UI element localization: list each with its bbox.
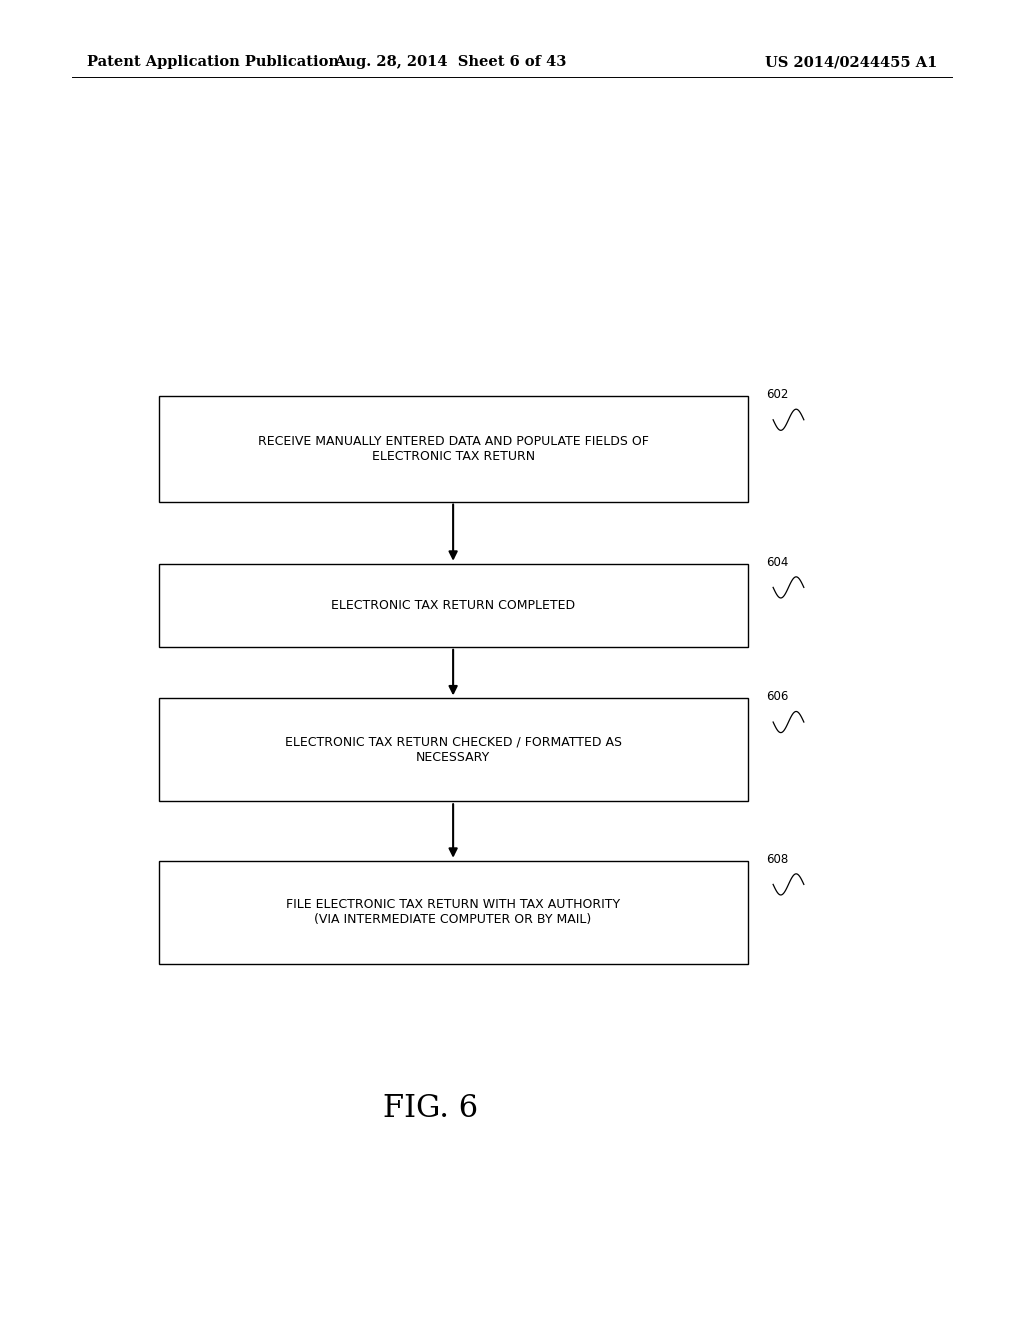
- Text: US 2014/0244455 A1: US 2014/0244455 A1: [765, 55, 937, 69]
- Bar: [159, 861, 748, 964]
- Bar: [159, 564, 748, 647]
- Text: Patent Application Publication: Patent Application Publication: [87, 55, 339, 69]
- Text: RECEIVE MANUALLY ENTERED DATA AND POPULATE FIELDS OF
ELECTRONIC TAX RETURN: RECEIVE MANUALLY ENTERED DATA AND POPULA…: [258, 434, 648, 463]
- Text: ELECTRONIC TAX RETURN CHECKED / FORMATTED AS
NECESSARY: ELECTRONIC TAX RETURN CHECKED / FORMATTE…: [285, 735, 622, 764]
- Bar: [159, 396, 748, 502]
- Bar: [159, 698, 748, 801]
- Text: 604: 604: [766, 556, 788, 569]
- Text: Aug. 28, 2014  Sheet 6 of 43: Aug. 28, 2014 Sheet 6 of 43: [335, 55, 566, 69]
- Text: 606: 606: [766, 690, 788, 704]
- Text: 608: 608: [766, 853, 788, 866]
- Text: 602: 602: [766, 388, 788, 401]
- Text: ELECTRONIC TAX RETURN COMPLETED: ELECTRONIC TAX RETURN COMPLETED: [331, 599, 575, 611]
- Text: FIG. 6: FIG. 6: [383, 1093, 477, 1125]
- Text: FILE ELECTRONIC TAX RETURN WITH TAX AUTHORITY
(VIA INTERMEDIATE COMPUTER OR BY M: FILE ELECTRONIC TAX RETURN WITH TAX AUTH…: [286, 898, 621, 927]
